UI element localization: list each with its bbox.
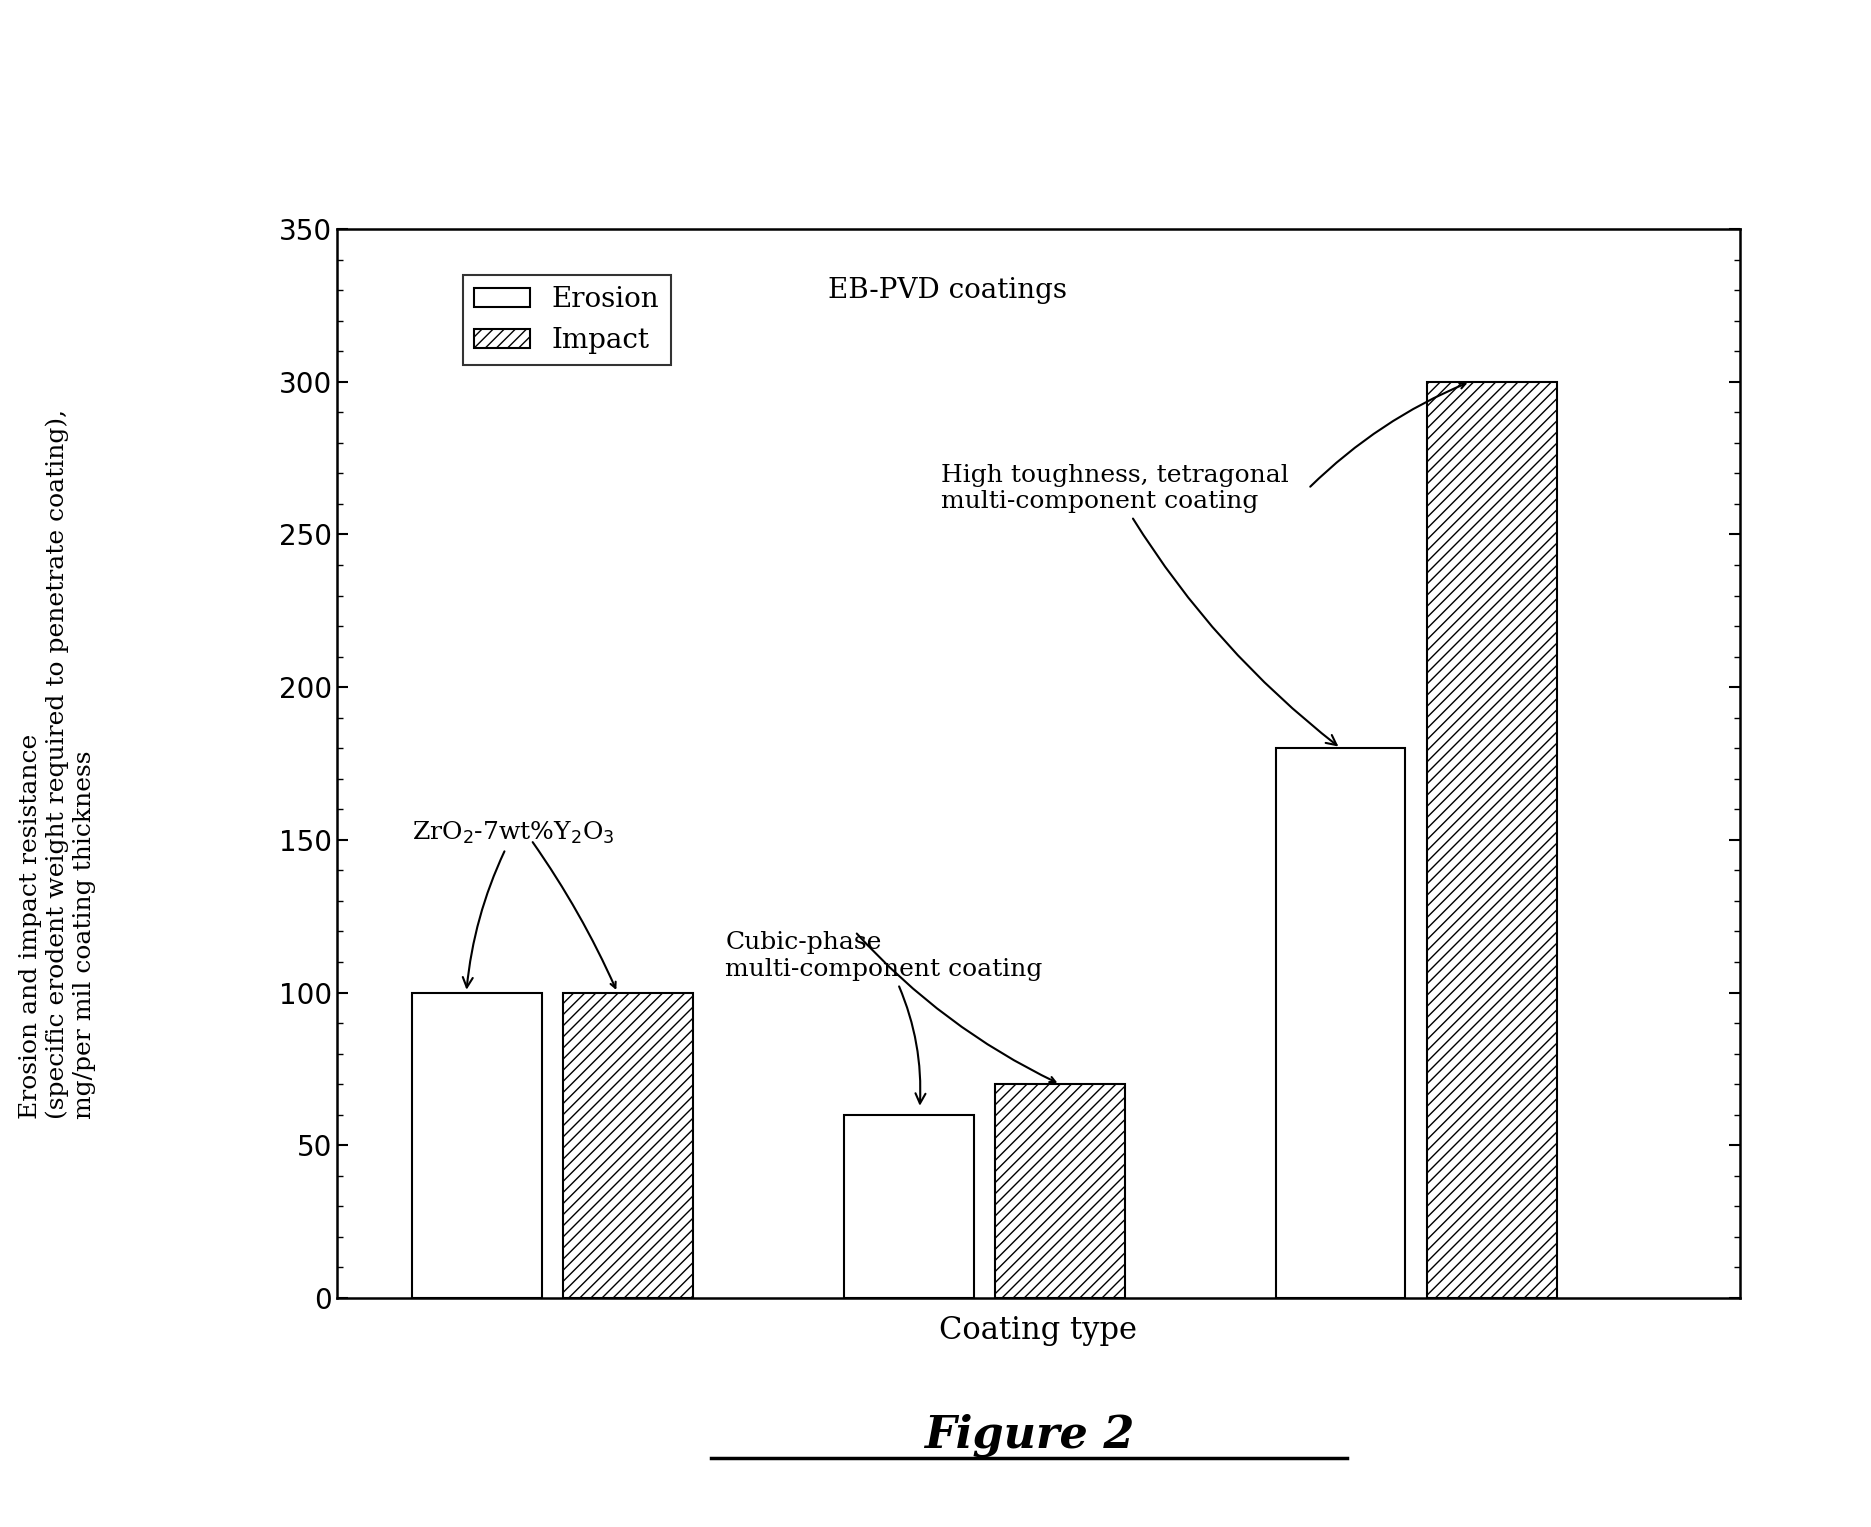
Text: ZrO$_2$-7wt%Y$_2$O$_3$: ZrO$_2$-7wt%Y$_2$O$_3$ <box>412 820 616 988</box>
Bar <box>844 1115 973 1298</box>
Text: High toughness, tetragonal
multi-component coating: High toughness, tetragonal multi-compone… <box>941 464 1336 745</box>
Text: Figure 2: Figure 2 <box>924 1414 1134 1457</box>
Bar <box>412 993 543 1298</box>
X-axis label: Coating type: Coating type <box>939 1315 1138 1345</box>
Bar <box>995 1084 1124 1298</box>
Text: Cubic-phase
multi-component coating: Cubic-phase multi-component coating <box>726 931 1042 1104</box>
Bar <box>563 993 692 1298</box>
Text: Erosion and impact resistance
(specific erodent weight required to penetrate coa: Erosion and impact resistance (specific … <box>19 408 95 1119</box>
Legend: Erosion, Impact: Erosion, Impact <box>462 275 670 365</box>
Bar <box>1428 382 1557 1298</box>
Bar <box>1276 748 1405 1298</box>
Text: EB-PVD coatings: EB-PVD coatings <box>827 278 1066 304</box>
